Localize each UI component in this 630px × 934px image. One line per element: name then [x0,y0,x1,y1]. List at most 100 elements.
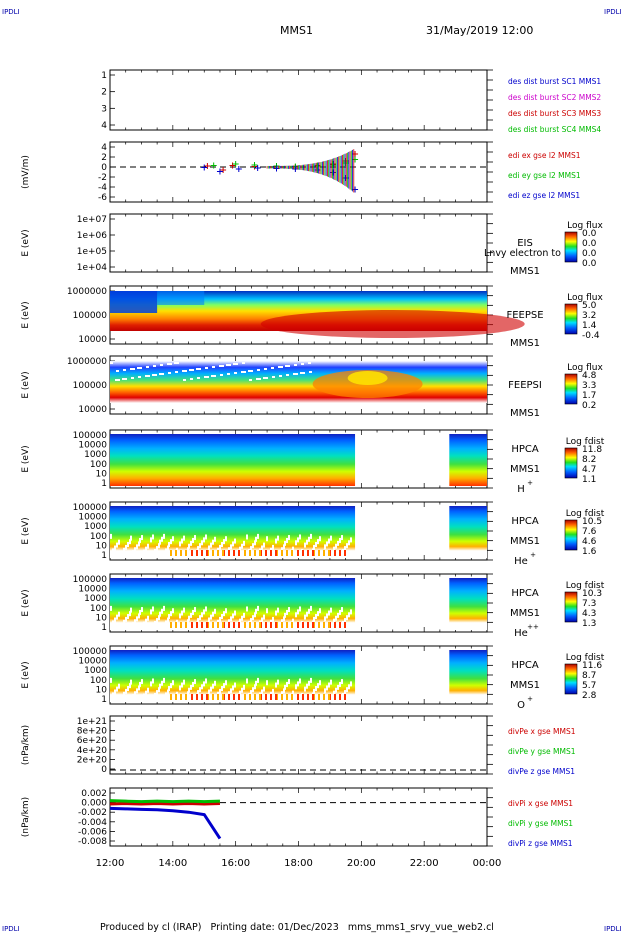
y-tick-label: 10000 [78,657,107,667]
hpca-speckle [350,609,352,615]
feepsi-speckle [265,377,268,379]
feepsi-speckle [256,378,259,380]
legend-entry: divPe x gse MMS1 [508,727,576,736]
colorbar-tick: 4.7 [582,465,596,475]
panel-frame [109,141,488,203]
hpca-speckle [292,618,294,624]
colorbar-tick: 1.4 [582,321,597,331]
colorbar-tick: 1.6 [582,547,597,557]
hpca-speckle [165,620,167,626]
hpca-speckle [168,686,170,692]
panel-frame [109,69,488,131]
hpca-speckle [279,694,281,700]
hpca-speckle [230,616,232,622]
hpca-speckle [249,694,251,700]
feepsi-speckle [145,375,148,377]
hpca-speckle [230,544,232,550]
y-tick-label: 100000 [73,311,108,321]
hpca-speckle [233,550,235,556]
feepsi-speckle [248,370,251,372]
feepse-low [157,291,205,305]
hpca-speckle [219,544,221,550]
hpca-speckle [125,544,127,550]
hpca-speckle [208,689,210,695]
hpca-speckle [143,549,145,555]
hpca-speckle [281,622,283,628]
y-tick-label: -0.006 [78,827,107,837]
feepsi-speckle [264,368,267,370]
hpca-speckle [344,622,346,628]
feepsi-speckle [221,365,224,367]
hpca-speckle [219,688,221,694]
hpca-speckle [228,550,230,556]
hpca-speckle [306,683,308,689]
y-tick-label: 1e+06 [77,231,108,241]
hpca-speckle [199,543,201,549]
y-tick-label: 4 [101,143,107,153]
hpca-speckle [125,616,127,622]
hpca-speckle [323,550,325,556]
hpca-speckle [196,550,198,556]
hpca-speckle [118,611,120,617]
hpca-speckle [344,694,346,700]
colorbar-tick: 4.6 [582,537,597,547]
colorbar-tick: 8.7 [582,671,596,681]
corner-label-br: IPDLI [604,925,622,933]
hpca-speckle [313,616,315,622]
hpca-speckle [188,615,190,621]
hpca-speckle [170,622,172,628]
feepsi-speckle [212,366,215,368]
x-tick-label: 00:00 [473,858,502,869]
panel-frame [109,213,488,273]
hpca-speckle [319,680,321,686]
hpca-speckle [228,691,230,697]
hpca-speckle [313,688,315,694]
y-tick-label: 10000 [78,405,107,415]
hpca-speckle [321,622,323,628]
hpca-speckle [254,684,256,690]
feepsi-speckle [190,378,193,380]
hpca-speckle [299,678,301,684]
hpca-speckle [291,550,293,556]
hpca-speckle [339,681,341,687]
y-tick-label: 1e+07 [77,215,107,225]
feepsi-speckle [123,369,126,371]
hpca-speckle [212,539,214,545]
hpca-speckle [192,537,194,543]
overlay-text: Lnvy electron to [484,248,561,259]
hpca-speckle [337,612,339,618]
feepsi-speckle [309,371,312,373]
feepsi-speckle [220,374,223,376]
hpca-speckle [233,622,235,628]
hpca-speckle [212,694,214,700]
panel-label: MMS1 [510,608,540,619]
hpca-speckle [266,536,268,542]
hpca-speckle [272,616,274,622]
hpca-speckle [261,545,263,551]
y-tick-label: 1 [101,479,107,489]
hpca-speckle [191,550,193,556]
hpca-speckle [281,691,283,697]
y-tick-label: 1e+05 [77,247,107,257]
y-tick-label: 10 [96,541,108,551]
hpca-speckle [181,682,183,688]
hpca-speckle [259,550,261,556]
hpca-speckle [304,686,306,692]
y-tick-label: 1 [101,623,107,633]
feepsi-speckle [204,376,207,378]
feepsi-speckle [301,363,304,365]
hpca-speckle [225,608,227,614]
hpca-speckle [175,622,177,628]
hpca-speckle [110,533,112,539]
y-tick-label: 10 [96,613,108,623]
hpca-speckle [233,694,235,700]
header-spacecraft: MMS1 [280,24,313,37]
hpca-speckle [170,683,172,689]
panel-content [109,149,578,840]
colorbar-tick: 10.5 [582,517,602,527]
hpca-speckle [241,615,243,621]
hpca-speckle [306,539,308,545]
hpca-speckle [145,546,147,552]
hpca-speckle [328,538,330,544]
hpca-speckle [188,687,190,693]
